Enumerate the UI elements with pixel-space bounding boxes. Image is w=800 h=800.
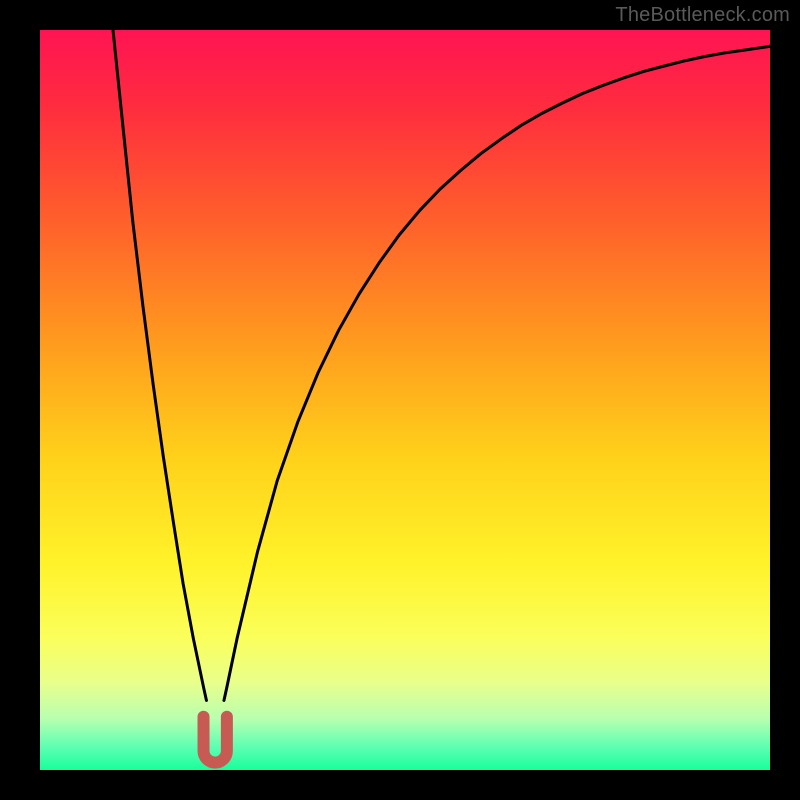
chart-stage: TheBottleneck.com (0, 0, 800, 800)
bottleneck-curve-chart (0, 0, 800, 800)
watermark-text: TheBottleneck.com (615, 4, 790, 27)
